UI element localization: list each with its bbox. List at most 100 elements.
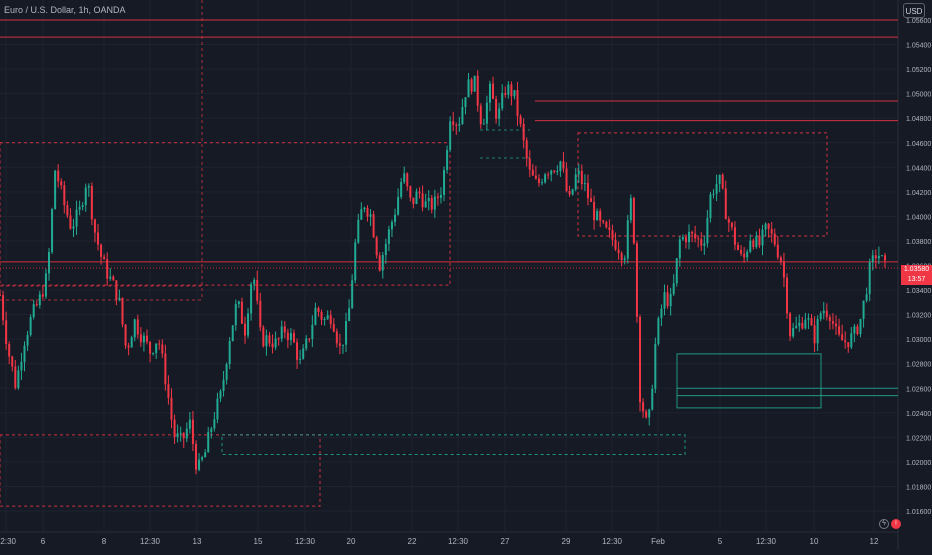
candle-body [684,237,687,243]
price-tick-label: 1.03200 [906,313,931,320]
candle-body [341,344,344,346]
lightning-icon[interactable]: ϟ [879,519,889,529]
candle-body [191,419,194,444]
candle-body [749,240,752,252]
candle-body [825,310,828,317]
candle-body [262,327,265,347]
candle-body [807,318,810,320]
candle-body [507,84,510,95]
candle-body [54,170,57,210]
candle-body [443,169,446,195]
candle-body [332,324,335,332]
time-tick-label: 12:30 [602,537,623,546]
candle-body [479,105,482,125]
time-tick-label: 10 [810,537,819,546]
candle-body [317,307,320,312]
candle-body [718,174,721,184]
candle-body [675,258,678,284]
zone-box [221,434,686,456]
candle-body [672,283,675,295]
candle-body [268,335,271,344]
candle-body [84,187,87,206]
candle-body [198,459,201,470]
candle-body [501,93,504,109]
candle-body [495,98,498,119]
candle-body [779,257,782,262]
candle-body [617,249,620,254]
candle-body [657,318,660,344]
price-tick-label: 1.04600 [906,141,931,148]
price-tick-label: 1.05600 [906,18,931,25]
candle-body [130,337,133,348]
candle-body [265,335,268,347]
candle-body [210,428,213,433]
candle-body [109,276,112,279]
time-tick-label: Feb [651,537,665,546]
candle-body [721,174,724,189]
candle-body [60,181,63,186]
candle-body [862,300,865,319]
candle-body [804,319,807,329]
candle-body [660,308,663,319]
candle-body [733,227,736,245]
candle-body [201,457,204,460]
candle-body [694,233,697,239]
candle-body [222,379,225,391]
candle-body [620,253,623,261]
candle-body [871,255,874,263]
candle-body [608,227,611,230]
candle-body [874,255,877,259]
candle-body [436,196,439,198]
candle-body [476,75,479,106]
candle-body [550,170,553,175]
candle-body [562,161,565,169]
zone-box [0,434,321,507]
currency-button[interactable]: USD [903,3,925,18]
candle-body [124,324,127,346]
candle-body [2,295,5,321]
candle-body [464,97,467,108]
candle-body [35,304,38,306]
candle-body [782,261,785,278]
candle-body [697,238,700,240]
candle-body [761,229,764,246]
candle-body [427,197,430,202]
candle-body [850,333,853,348]
zone-box [577,132,828,237]
candle-body [583,183,586,185]
candle-body [458,123,461,126]
candle-body [752,240,755,248]
candle-body [234,304,237,326]
candle-body [798,322,801,326]
candle-body [553,170,556,172]
candle-body [568,191,571,195]
candle-body [115,280,118,300]
candle-body [770,229,773,234]
candle-body [207,432,210,453]
candle-body [259,300,262,328]
candle-body [69,215,72,229]
price-tick-label: 1.04400 [906,165,931,172]
candle-body [482,123,485,125]
candle-body [534,175,537,179]
candle-body [299,358,302,360]
candle-body [133,319,136,338]
candle-body [231,325,234,342]
candle-body [865,294,868,301]
candle-body [57,170,60,182]
candle-body [366,207,369,217]
candle-body [271,343,274,348]
candle-body [467,79,470,98]
alert-icon[interactable]: ! [891,519,901,529]
candle-body [308,338,311,340]
candle-body [329,315,332,325]
candle-body [816,319,819,344]
candle-body [149,341,152,354]
candle-body [106,259,109,279]
candle-body [776,244,779,258]
candle-body [513,90,516,97]
time-tick-label: 12 [870,537,879,546]
candle-body [430,197,433,210]
